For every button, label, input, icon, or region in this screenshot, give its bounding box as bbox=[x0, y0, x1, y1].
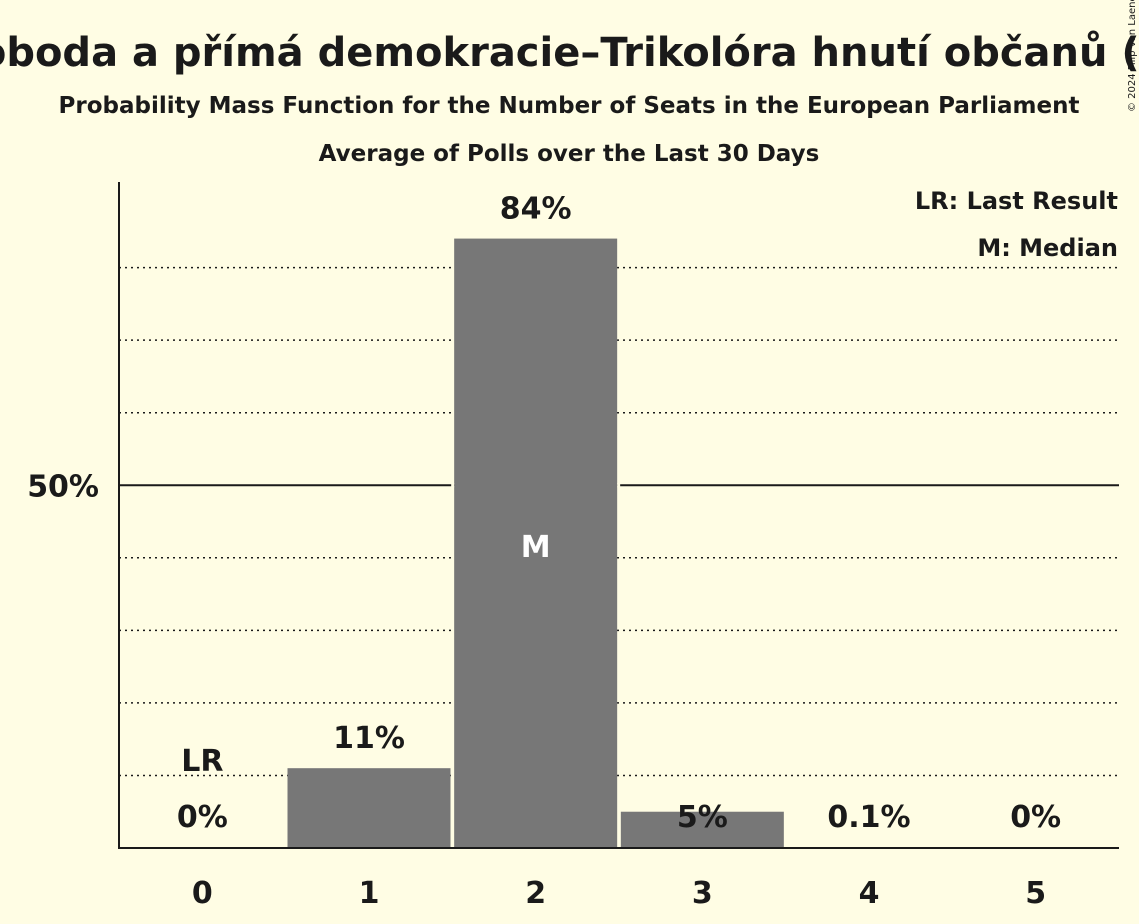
chart-title: Svoboda a přímá demokracie–Trikolóra hnu… bbox=[0, 29, 1139, 76]
x-tick-label: 1 bbox=[359, 876, 380, 911]
y-tick-label: 50% bbox=[27, 469, 99, 504]
value-label: 0% bbox=[1010, 800, 1061, 835]
value-label: 0% bbox=[177, 800, 228, 835]
bar bbox=[287, 768, 451, 848]
y-tick-labels: 50% bbox=[27, 469, 99, 504]
last-result-marker: LR bbox=[181, 744, 223, 779]
value-label: 5% bbox=[677, 800, 728, 835]
x-tick-label: 0 bbox=[192, 876, 213, 911]
chart-subtitle-2: Average of Polls over the Last 30 Days bbox=[319, 141, 820, 167]
bar-gap-right bbox=[617, 483, 621, 488]
value-label: 84% bbox=[500, 192, 572, 227]
value-labels: 0% 11% 84% 5% 0.1% 0% bbox=[177, 192, 1061, 835]
bars bbox=[287, 238, 784, 848]
bar bbox=[454, 238, 618, 848]
legend-last-result: LR: Last Result bbox=[915, 187, 1118, 215]
x-tick-label: 5 bbox=[1025, 876, 1046, 911]
x-tick-labels: 0 1 2 3 4 5 bbox=[192, 876, 1046, 911]
chart-subtitle: Probability Mass Function for the Number… bbox=[59, 93, 1080, 119]
bar-gap-left bbox=[451, 483, 455, 488]
x-tick-label: 3 bbox=[692, 876, 713, 911]
x-tick-label: 4 bbox=[859, 876, 880, 911]
gridlines bbox=[119, 266, 1119, 777]
value-label: 11% bbox=[333, 721, 405, 756]
bar bbox=[620, 811, 784, 848]
median-marker: M bbox=[521, 530, 551, 565]
value-label: 0.1% bbox=[827, 800, 910, 835]
copyright: © 2024 Filip van Laenen bbox=[1127, 0, 1138, 112]
markers: LR M bbox=[181, 483, 621, 779]
legend-median: M: Median bbox=[977, 234, 1118, 262]
x-tick-label: 2 bbox=[525, 876, 546, 911]
